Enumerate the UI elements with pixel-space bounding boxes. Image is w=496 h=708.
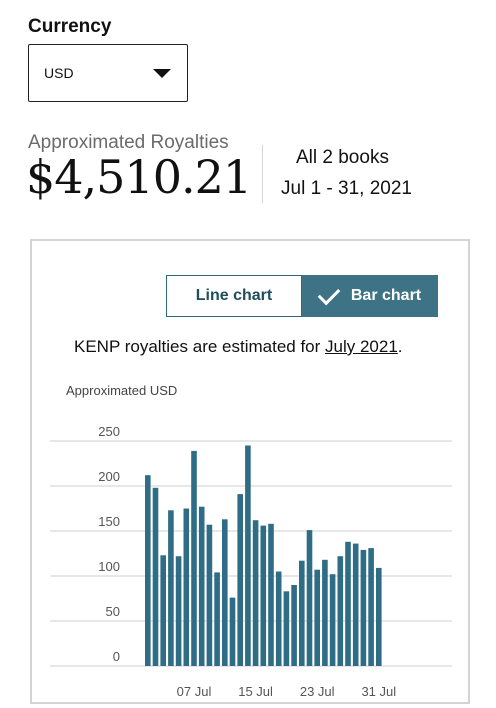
- bar-day-4[interactable]: [168, 510, 174, 666]
- bar-chart-plot: 0 50 100 150 200 250 07 Jul 15 Jul 23 Jul 31 Jul: [50, 424, 452, 699]
- note-text: KENP royalties are estimated for: [74, 337, 326, 356]
- bar-day-1[interactable]: [145, 475, 151, 666]
- y-tick-label: 150: [98, 514, 120, 529]
- bar-day-30[interactable]: [368, 548, 374, 666]
- line-chart-label: Line chart: [195, 287, 273, 304]
- bar-day-10[interactable]: [214, 572, 220, 666]
- bar-day-16[interactable]: [260, 525, 267, 666]
- bar-day-5[interactable]: [175, 556, 182, 666]
- bar-day-9[interactable]: [206, 524, 213, 666]
- bar-day-25[interactable]: [329, 574, 336, 666]
- y-tick-label: 0: [113, 649, 120, 664]
- y-axis-label: Approximated USD: [66, 383, 178, 398]
- y-tick-label: 250: [98, 424, 120, 439]
- y-tick-label: 100: [98, 559, 120, 574]
- x-tick-label: 07 Jul: [177, 684, 212, 699]
- summary-divider: [262, 145, 263, 203]
- bar-day-6[interactable]: [183, 508, 190, 667]
- bar-day-18[interactable]: [275, 571, 282, 667]
- bar-day-28[interactable]: [352, 543, 359, 666]
- bar-day-2[interactable]: [152, 487, 159, 666]
- y-tick-label: 50: [106, 604, 120, 619]
- x-tick-label: 23 Jul: [300, 684, 335, 699]
- bar-day-3[interactable]: [160, 555, 166, 666]
- currency-value: USD: [44, 65, 74, 81]
- month-link[interactable]: July 2021: [325, 337, 398, 356]
- bar-day-17[interactable]: [268, 523, 274, 666]
- chart-card: Line chart Bar chart KENP royalties are …: [30, 239, 470, 704]
- kenp-note: KENP royalties are estimated for July 20…: [74, 337, 403, 357]
- royalties-value: $4,510.21: [26, 150, 252, 204]
- bar-day-20[interactable]: [291, 585, 297, 666]
- bar-day-14[interactable]: [245, 445, 251, 667]
- currency-select[interactable]: USD: [28, 44, 188, 102]
- bar-day-7[interactable]: [191, 450, 197, 666]
- note-suffix: .: [397, 337, 403, 356]
- bar-day-26[interactable]: [337, 556, 344, 666]
- y-tick-label: 200: [98, 469, 120, 484]
- bar-day-22[interactable]: [306, 530, 313, 666]
- bar-day-12[interactable]: [229, 597, 236, 666]
- x-tick-label: 15 Jul: [238, 684, 273, 699]
- bar-day-31[interactable]: [376, 567, 382, 666]
- bar-day-21[interactable]: [299, 560, 305, 666]
- books-label: All 2 books: [296, 147, 389, 168]
- x-tick-label: 31 Jul: [361, 684, 396, 699]
- bar-day-29[interactable]: [360, 549, 367, 666]
- bar-chart-label: Bar chart: [350, 287, 422, 304]
- bar-chart-toggle[interactable]: Bar chart: [302, 275, 438, 317]
- bar-day-19[interactable]: [283, 591, 290, 666]
- bar-day-13[interactable]: [237, 494, 243, 666]
- bar-day-24[interactable]: [322, 559, 328, 666]
- bar-day-11[interactable]: [222, 519, 228, 666]
- bar-day-27[interactable]: [345, 541, 351, 666]
- line-chart-toggle[interactable]: Line chart: [166, 275, 302, 317]
- bar-day-15[interactable]: [252, 520, 259, 666]
- date-range: Jul 1 - 31, 2021: [281, 178, 412, 199]
- caret-down-icon: [153, 69, 171, 78]
- bar-day-8[interactable]: [198, 506, 205, 666]
- bar-day-23[interactable]: [314, 569, 320, 666]
- royalties-label: Approximated Royalties: [28, 132, 229, 153]
- currency-label: Currency: [28, 16, 112, 37]
